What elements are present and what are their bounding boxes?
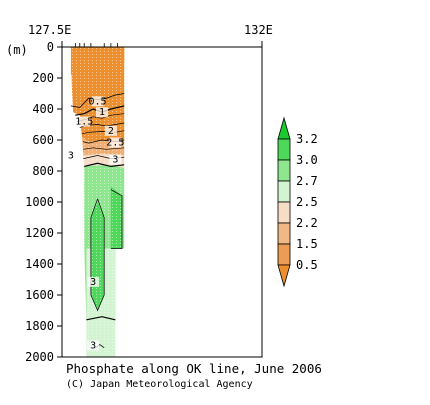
y-tick-label: 0 — [47, 40, 54, 54]
contour-label-bg — [91, 96, 104, 107]
contour-label-bg — [87, 276, 100, 287]
x-tick-label-right: 132E — [244, 23, 273, 37]
contour-label-bg — [96, 107, 108, 118]
y-tick-label: 1600 — [25, 288, 54, 302]
y-tick-label: 200 — [32, 71, 54, 85]
y-tick-label: 400 — [32, 102, 54, 116]
copyright-credit: (C) Japan Meteorological Agency — [66, 379, 253, 390]
colorbar-tick-label: 2.7 — [296, 174, 318, 188]
contour-3-upper — [84, 162, 125, 168]
chart-title: Phosphate along OK line, June 2006 — [66, 361, 322, 376]
colorbar-segment — [277, 222, 291, 245]
colorbar-tick-label: 0.5 — [296, 258, 318, 272]
contour-label: 3 — [112, 154, 118, 165]
colorbar-top-arrow — [277, 116, 291, 140]
contour-2-5 — [83, 147, 125, 150]
contour-label: 2 — [108, 126, 114, 137]
contour-label: 3 — [90, 340, 96, 351]
colorbar-bottom-arrow — [277, 264, 291, 288]
contour-label: 2.5 — [106, 137, 124, 148]
colorbar-segment — [277, 138, 291, 161]
colorbar-segment — [277, 243, 291, 266]
y-tick-label: 1800 — [25, 319, 54, 333]
contour-label-bg — [78, 116, 91, 127]
contour-3-lower — [86, 316, 116, 321]
x-axis-ticks — [61, 41, 263, 47]
colorbar-segment — [277, 201, 291, 224]
contour-label-bg — [109, 137, 122, 148]
colorbar-tick-label: 3.0 — [296, 153, 318, 167]
colorbar-tick-label: 1.5 — [296, 237, 318, 251]
y-tick-label: 1400 — [25, 257, 54, 271]
y-tick-label: 1200 — [25, 226, 54, 240]
colorbar-tick-label: 2.2 — [296, 216, 318, 230]
contour-label: 1 — [99, 107, 105, 118]
colorbar-segment — [277, 180, 291, 203]
contour-label-bg — [104, 125, 117, 136]
contour-label: 0.5 — [89, 96, 107, 107]
colorbar-segment — [277, 159, 291, 182]
contour-label: 3 — [90, 277, 96, 288]
contour-3-2-left — [90, 198, 105, 312]
colorbar-tick-label: 2.5 — [296, 195, 318, 209]
x-tick-label-left: 127.5E — [28, 23, 71, 37]
contour-3-2-right — [110, 189, 123, 249]
contour-label-bg — [64, 150, 77, 161]
contour-label: 3 — [68, 151, 74, 162]
y-tick-label: 800 — [32, 164, 54, 178]
contour-2 — [81, 130, 125, 135]
contour-label-bg — [87, 340, 100, 351]
y-axis-ticks: 0 200 400 600 800 1000 1200 1400 1600 1800 2000 — [25, 40, 62, 364]
depth-unit-label: (m) — [6, 43, 28, 57]
contour-label: 1.5 — [75, 117, 93, 128]
colorbar: 3.2 3.0 2.7 2.5 2.2 1.5 0.5 — [277, 116, 318, 288]
y-tick-label: 2000 — [25, 350, 54, 364]
contour-label-bg — [109, 154, 122, 165]
y-tick-label: 600 — [32, 133, 54, 147]
colorbar-tick-label: 3.2 — [296, 132, 318, 146]
y-tick-label: 1000 — [25, 195, 54, 209]
contour-labels: 0.51 1.5 22.5 3 3 3 3 — [64, 96, 124, 351]
